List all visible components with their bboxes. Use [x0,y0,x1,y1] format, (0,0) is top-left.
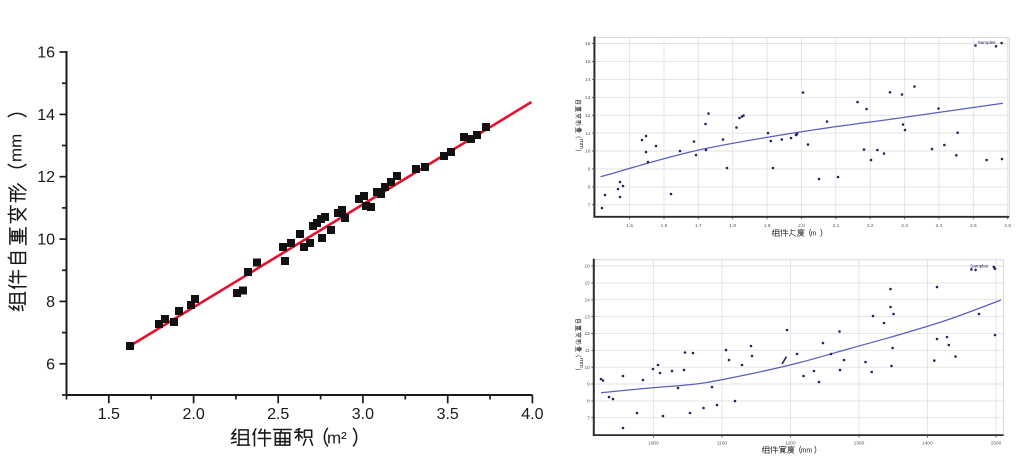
svg-text:16: 16 [584,264,590,270]
svg-text:2.1: 2.1 [832,223,839,229]
svg-text:1.5: 1.5 [626,223,633,229]
svg-text:1.7: 1.7 [695,223,702,229]
svg-text:mm: mm [7,134,26,162]
svg-text:12: 12 [584,331,590,337]
svg-text:m: m [811,231,817,238]
svg-text:4.0: 4.0 [521,406,543,423]
svg-text:mm: mm [578,358,584,368]
svg-text:2.6: 2.6 [1004,223,1011,229]
svg-text:2.4: 2.4 [936,223,943,229]
svg-text:mm: mm [801,448,813,455]
svg-text:1300: 1300 [854,441,865,447]
svg-text:12: 12 [585,113,591,119]
svg-text:8: 8 [587,399,590,405]
svg-text:m²: m² [327,429,347,448]
svg-text:8: 8 [588,185,591,191]
svg-text:1500: 1500 [991,441,1002,447]
svg-text:Samples: Samples [970,263,989,268]
svg-text:15: 15 [584,281,590,287]
svg-text:14: 14 [584,297,590,303]
svg-text:1100: 1100 [717,441,728,447]
svg-text:11: 11 [585,131,590,137]
svg-text:1.9: 1.9 [764,223,771,229]
svg-text:1.5: 1.5 [98,406,120,423]
svg-text:16: 16 [37,45,55,62]
svg-text:6: 6 [46,356,55,373]
svg-text:9: 9 [587,382,590,388]
svg-text:1.8: 1.8 [729,223,736,229]
svg-text:7: 7 [587,415,590,421]
svg-text:2.5: 2.5 [267,406,289,423]
svg-text:1200: 1200 [785,441,796,447]
svg-text:14: 14 [37,107,55,124]
svg-text:16: 16 [585,41,591,47]
svg-text:1.6: 1.6 [661,223,668,229]
svg-text:8: 8 [46,294,55,311]
svg-text:2.0: 2.0 [798,223,805,229]
svg-text:1000: 1000 [648,441,659,447]
svg-text:3.5: 3.5 [437,406,459,423]
svg-text:13: 13 [585,95,591,101]
svg-text:10: 10 [37,232,55,249]
svg-text:2.0: 2.0 [182,406,204,423]
svg-text:15: 15 [585,59,591,65]
svg-text:10: 10 [584,365,590,371]
svg-text:10: 10 [585,149,591,155]
svg-text:2.2: 2.2 [867,223,874,229]
svg-text:3.0: 3.0 [352,406,374,423]
svg-text:mm: mm [578,139,584,149]
svg-text:13: 13 [584,314,590,320]
svg-text:11: 11 [585,348,590,354]
svg-text:2.5: 2.5 [970,223,977,229]
svg-text:7: 7 [588,203,591,209]
svg-text:2.3: 2.3 [901,223,908,229]
svg-text:12: 12 [37,169,55,186]
svg-text:9: 9 [588,167,591,173]
svg-text:14: 14 [585,77,591,83]
svg-text:1400: 1400 [922,441,933,447]
svg-text:Samples: Samples [978,40,997,45]
